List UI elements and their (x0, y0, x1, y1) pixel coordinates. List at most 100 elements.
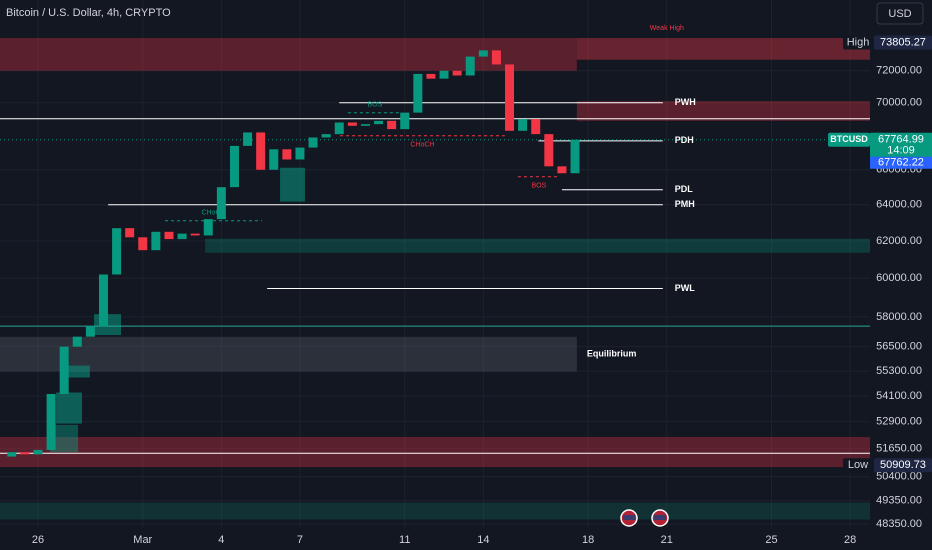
low-value: 50909.73 (880, 459, 926, 471)
candle-body (177, 233, 187, 240)
candle-body (203, 219, 213, 236)
candle-body (269, 149, 279, 170)
candles (7, 50, 580, 457)
y-tick-label: 48350.00 (876, 518, 922, 530)
y-tick-label: 54100.00 (876, 390, 922, 402)
candle-body (216, 187, 226, 220)
candle-body (256, 132, 266, 170)
zone (576, 38, 870, 60)
candle-body (531, 119, 541, 135)
y-tick-label: 49350.00 (876, 495, 922, 507)
zone (0, 502, 870, 520)
level-label: PWH (675, 97, 696, 107)
candle-body (347, 122, 357, 126)
candle-body (491, 50, 501, 65)
zone (576, 101, 870, 121)
candle-body (465, 56, 475, 76)
time-axis-bg (0, 528, 932, 550)
currency[interactable]: USD (888, 8, 911, 20)
candle-body (557, 166, 567, 174)
candle-body (321, 134, 331, 138)
high-value: 73805.27 (880, 36, 926, 48)
candle-body (7, 452, 17, 457)
y-tick-label: 51650.00 (876, 443, 922, 455)
y-tick-label: 70000.00 (876, 97, 922, 109)
zone (64, 365, 90, 378)
candle-body (229, 145, 239, 188)
candle-body (360, 124, 370, 126)
candle-body (125, 228, 135, 238)
x-tick-label: 14 (477, 534, 489, 546)
low-value-bg (874, 458, 932, 473)
last-price-bg (870, 132, 932, 158)
zone (205, 238, 870, 253)
zones (0, 38, 870, 520)
candle-body (138, 237, 148, 251)
x-tick-label: Mar (133, 534, 152, 546)
x-tick-label: 25 (765, 534, 777, 546)
candle-body (387, 120, 397, 130)
candle-body (426, 73, 436, 79)
flag (654, 515, 666, 520)
candle-body (112, 228, 122, 275)
candle-body (72, 336, 82, 347)
y-tick-label: 50400.00 (876, 471, 922, 483)
candle-body (308, 137, 318, 148)
candle-body (505, 64, 515, 131)
flag (623, 515, 635, 520)
candle-body (452, 70, 462, 76)
structure-label: BOS (367, 102, 382, 109)
level-label: PMH (675, 199, 695, 209)
candle-body (570, 139, 580, 174)
zone (0, 336, 577, 372)
labels: Weak High Equilibrium PWH PDH PDL PMH PWL BOS CH… (201, 25, 695, 359)
zone-label: Weak High (650, 25, 684, 32)
y-tick-label: 60000.00 (876, 272, 922, 284)
y-tick-label: 56500.00 (876, 341, 922, 353)
last-price: 67764.99 (878, 134, 924, 146)
chart-title: Bitcoin / U.S. Dollar, 4h, CRYPTO (6, 7, 171, 19)
candle-body (400, 112, 410, 130)
candle-body (243, 132, 253, 146)
low-label-bg (843, 458, 873, 473)
y-tick-label: 52900.00 (876, 416, 922, 428)
currency-button[interactable] (876, 2, 924, 25)
symbol-label: BTCUSD (830, 134, 868, 144)
y-tick-label: 62000.00 (876, 235, 922, 247)
x-tick-label: 21 (661, 534, 673, 546)
high-label-bg (843, 35, 873, 50)
x-tick-label: 11 (399, 534, 410, 546)
x-tick-label: 7 (297, 534, 303, 546)
symbol-label-bg (828, 132, 870, 147)
candle-body (190, 233, 200, 236)
high-label: High (847, 36, 870, 48)
candle-body (33, 449, 43, 455)
candle-body (282, 149, 292, 160)
structure-label: BOS (531, 183, 546, 190)
candle-body (164, 231, 174, 240)
y-tick-label: 58000.00 (876, 311, 922, 323)
candle-body (413, 73, 423, 113)
candle-body (439, 70, 449, 79)
level-label: PDH (675, 135, 694, 145)
structure-label: CHoCH (201, 210, 225, 217)
candle-body (518, 119, 528, 131)
candle-body (544, 134, 554, 167)
x-tick-label: 28 (844, 534, 856, 546)
candle-body (374, 120, 384, 125)
candle-body (334, 122, 344, 135)
candle-body (295, 147, 305, 160)
y-tick-label: 64000.00 (876, 199, 922, 211)
low-label: Low (848, 459, 868, 471)
zone (56, 392, 82, 424)
candle-body (98, 274, 108, 327)
structure-label: CHoCH (410, 142, 434, 149)
axes: 26 Mar 4 7 11 14 18 21 25 2872000.0070000.0066000… (32, 35, 932, 546)
y-tick-label: 55300.00 (876, 365, 922, 377)
x-tick-label: 18 (582, 534, 594, 546)
zone (0, 437, 870, 468)
event-icons (620, 509, 669, 527)
lines (0, 102, 870, 454)
